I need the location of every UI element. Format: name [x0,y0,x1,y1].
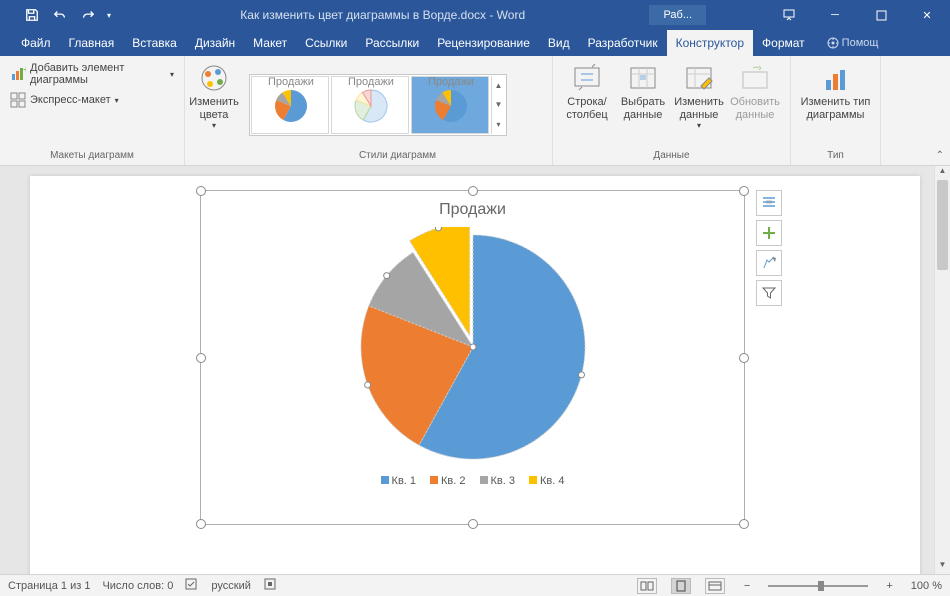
redo-button[interactable] [74,0,102,30]
tab-разработчик[interactable]: Разработчик [579,30,667,56]
tab-файл[interactable]: Файл [12,30,60,56]
quick-layout-button[interactable]: Экспресс-макет ▾ [6,90,178,110]
chart-filters-button[interactable] [756,280,782,306]
switch-row-column-button[interactable]: Строка/ столбец [559,60,615,121]
close-button[interactable]: ✕ [904,0,950,30]
tab-главная[interactable]: Главная [60,30,124,56]
style-thumb-1[interactable]: Продажи [331,76,409,134]
undo-button[interactable] [46,0,74,30]
page: Продажи Кв. 1 Кв. 2 Кв. 3 Кв. 4 [30,176,920,574]
refresh-label: Обновить данные [730,96,780,121]
zoom-level[interactable]: 100 % [911,580,942,592]
gallery-up[interactable]: ▲ [492,76,505,95]
chart-legend[interactable]: Кв. 1 Кв. 2 Кв. 3 Кв. 4 [201,475,744,487]
svg-text:Продажи: Продажи [348,76,394,88]
document-area: Продажи Кв. 1 Кв. 2 Кв. 3 Кв. 4 [0,166,950,574]
window-controls: ─ ✕ [766,0,950,30]
add-element-icon: + [10,66,26,82]
tab-конструктор[interactable]: Конструктор [667,30,753,56]
quick-layout-icon [10,92,26,108]
tab-вставка[interactable]: Вставка [123,30,186,56]
ribbon-options-button[interactable] [766,0,812,30]
chart-type-icon [820,62,852,94]
chart-styles-button[interactable] [756,250,782,276]
tab-дизайн[interactable]: Дизайн [186,30,244,56]
legend-item-1[interactable]: Кв. 2 [430,475,465,487]
ribbon: + Добавить элемент диаграммы ▾ Экспресс-… [0,56,950,166]
svg-text:+: + [23,66,26,76]
chart-elements-button[interactable] [756,220,782,246]
macro-button[interactable] [263,577,277,594]
qat-dropdown[interactable]: ▾ [102,0,116,30]
group-label-type: Тип [797,150,874,163]
svg-text:Продажи: Продажи [428,76,474,88]
zoom-in-button[interactable]: + [880,580,898,592]
change-colors-label: Изменить цвета [189,96,239,121]
tab-макет[interactable]: Макет [244,30,296,56]
vertical-scrollbar[interactable]: ▲ ▼ [934,166,950,574]
save-button[interactable] [18,0,46,30]
add-chart-element-button[interactable]: + Добавить элемент диаграммы ▾ [6,60,178,88]
svg-text:Продажи: Продажи [268,76,314,88]
chart-object[interactable]: Продажи Кв. 1 Кв. 2 Кв. 3 Кв. 4 [200,190,745,525]
tab-формат[interactable]: Формат [753,30,814,56]
titlebar: ▾ Как изменить цвет диаграммы в Ворде.do… [0,0,950,30]
edit-data-icon [683,62,715,94]
select-data-button[interactable]: Выбрать данные [615,60,671,121]
legend-item-3[interactable]: Кв. 4 [529,475,564,487]
tab-ссылки[interactable]: Ссылки [296,30,356,56]
legend-item-0[interactable]: Кв. 1 [381,475,416,487]
document-title: Как изменить цвет диаграммы в Ворде.docx… [116,8,649,22]
chart-side-tools [756,190,782,306]
edit-data-button[interactable]: Изменить данные ▾ [671,60,727,130]
add-element-label: Добавить элемент диаграммы [30,62,166,86]
quick-layout-label: Экспресс-макет [30,94,111,106]
word-count[interactable]: Число слов: 0 [102,580,173,592]
group-label-layouts: Макеты диаграмм [6,150,178,163]
switch-label: Строка/ столбец [566,96,607,121]
tab-рассылки[interactable]: Рассылки [356,30,428,56]
maximize-button[interactable] [858,0,904,30]
zoom-slider[interactable] [768,585,868,587]
chart-styles-gallery[interactable]: Продажи Продажи Продажи ▲▼▾ [249,74,507,136]
refresh-data-button[interactable]: Обновить данные [727,60,783,121]
change-type-label: Изменить тип диаграммы [801,96,871,121]
ribbon-tabs: ФайлГлавнаяВставкаДизайнМакетСсылкиРассы… [0,30,950,56]
tab-вид[interactable]: Вид [539,30,579,56]
read-mode-button[interactable] [637,578,657,594]
gallery-down[interactable]: ▼ [492,95,505,114]
language-indicator[interactable]: русский [211,580,250,592]
statusbar: Страница 1 из 1 Число слов: 0 русский − … [0,574,950,596]
print-layout-button[interactable] [671,578,691,594]
page-indicator[interactable]: Страница 1 из 1 [8,580,90,592]
collapse-ribbon-button[interactable]: ⌃ [936,150,944,161]
proofing-button[interactable] [185,577,199,594]
group-label-data: Данные [559,150,784,163]
select-data-icon [627,62,659,94]
zoom-out-button[interactable]: − [738,580,756,592]
style-thumb-2[interactable]: Продажи [411,76,489,134]
chart-tools-label: Раб... [649,5,706,25]
pie-chart[interactable] [353,227,593,467]
select-data-label: Выбрать данные [621,96,665,121]
change-chart-type-button[interactable]: Изменить тип диаграммы [797,60,874,121]
gallery-more[interactable]: ▾ [492,115,505,134]
web-layout-button[interactable] [705,578,725,594]
legend-item-2[interactable]: Кв. 3 [480,475,515,487]
tab-рецензирование[interactable]: Рецензирование [428,30,539,56]
chart-title[interactable]: Продажи [201,201,744,219]
style-thumb-0[interactable]: Продажи [251,76,329,134]
change-colors-button[interactable]: Изменить цвета ▾ [189,60,239,130]
tell-me-button[interactable]: Помощ [818,30,888,56]
layout-options-button[interactable] [756,190,782,216]
group-label-styles: Стили диаграмм [249,150,546,163]
switch-icon [571,62,603,94]
refresh-icon [739,62,771,94]
quick-access-toolbar: ▾ [0,0,116,30]
edit-data-label: Изменить данные [674,96,724,121]
minimize-button[interactable]: ─ [812,0,858,30]
colors-icon [198,62,230,94]
